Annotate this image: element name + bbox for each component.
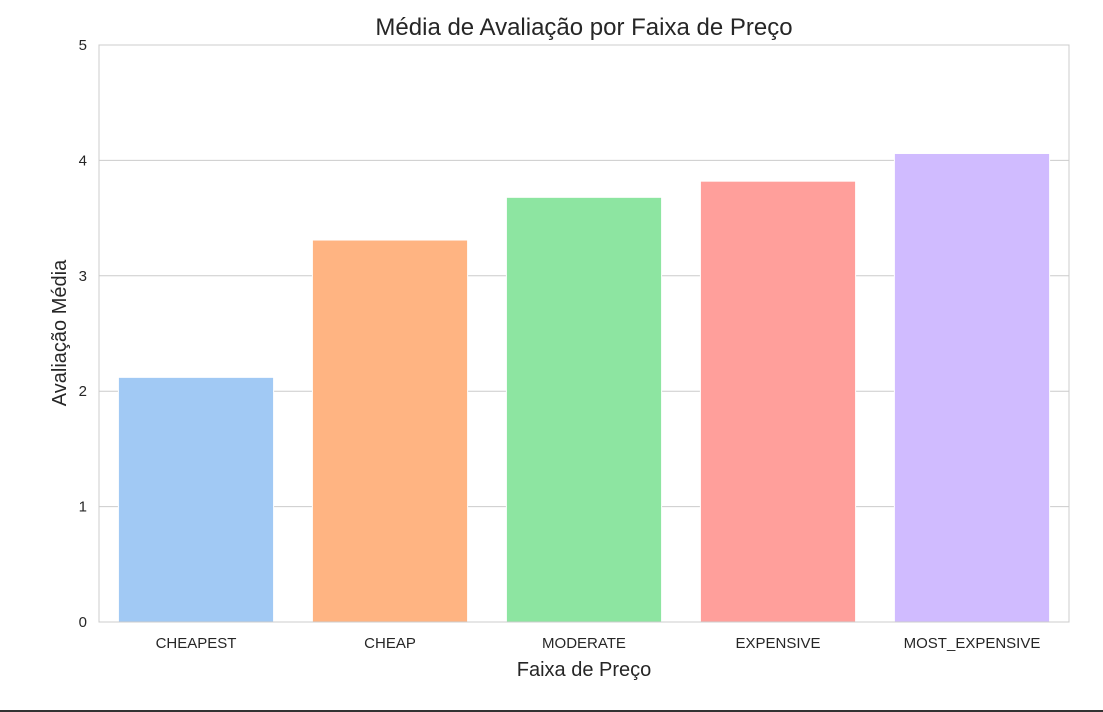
x-tick-label: CHEAPEST — [156, 635, 237, 652]
x-tick-label: MODERATE — [542, 635, 626, 652]
bar-most-expensive — [893, 152, 1051, 623]
y-tick-label: 2 — [79, 383, 87, 400]
bar-moderate — [505, 196, 663, 623]
y-tick-label: 3 — [79, 268, 87, 285]
x-tick-label: CHEAP — [364, 635, 416, 652]
x-tick-label: MOST_EXPENSIVE — [904, 635, 1041, 652]
y-axis-title: Avaliação Média — [49, 259, 71, 406]
y-tick-label: 1 — [79, 499, 87, 516]
y-tick-label: 4 — [79, 152, 87, 169]
chart-title: Média de Avaliação por Faixa de Preço — [375, 14, 792, 41]
x-tick-label: EXPENSIVE — [735, 635, 820, 652]
bar-cheapest — [117, 376, 275, 623]
bar-layer — [117, 152, 1051, 623]
x-axis-title: Faixa de Preço — [517, 659, 652, 681]
y-tick-label: 5 — [79, 37, 87, 54]
y-tick-label: 0 — [79, 614, 87, 631]
x-tick-labels: CHEAPEST CHEAP MODERATE EXPENSIVE MOST_EXPEN… — [156, 635, 1041, 652]
y-tick-labels: 0 1 2 3 4 5 — [79, 37, 87, 631]
bar-cheap — [311, 239, 469, 623]
plot-frame — [98, 44, 1070, 623]
bar-expensive — [699, 180, 857, 623]
